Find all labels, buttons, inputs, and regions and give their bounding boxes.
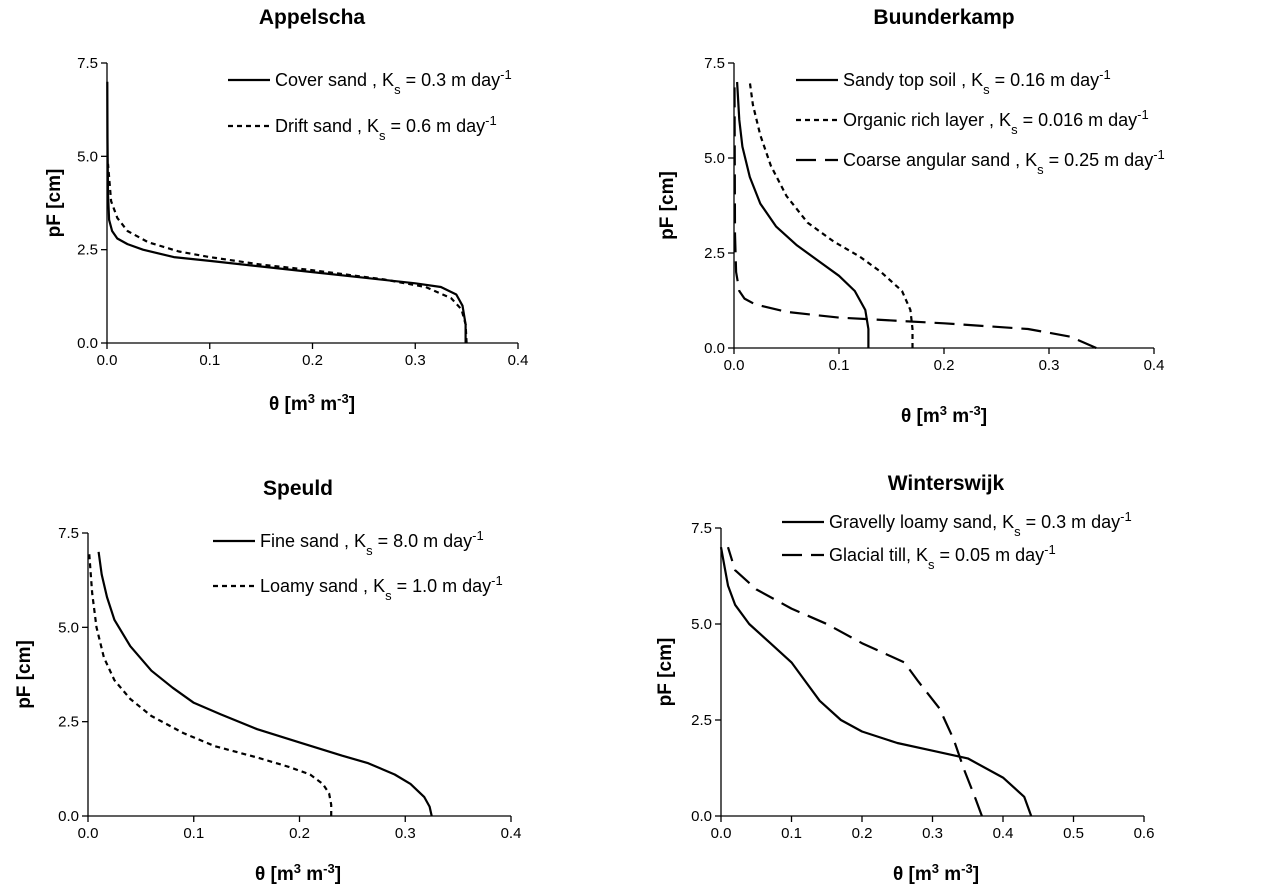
x-tick-label: 0.3 — [395, 825, 416, 842]
y-tick-label: 5.0 — [704, 150, 725, 167]
x-tick-label: 0.6 — [1134, 825, 1155, 842]
y-tick-label: 7.5 — [77, 55, 98, 72]
x-tick-label: 0.1 — [199, 352, 220, 369]
series-line-1 — [97, 551, 433, 817]
y-tick-label: 5.0 — [691, 616, 712, 633]
y-tick-label: 2.5 — [691, 712, 712, 729]
x-axis-label: θ [m3 m-3] — [893, 861, 979, 886]
x-tick-label: 0.2 — [289, 825, 310, 842]
series-line-2 — [106, 163, 468, 344]
panel-appelscha: Appelscha 0.0 0.1 0.2 0.3 0.4 0.0 2.5 5.0 7.5 pF [… — [44, 6, 528, 415]
y-tick-label: 0.0 — [704, 340, 725, 357]
panel-buunderkamp: Buunderkamp 0.0 0.1 0.2 0.3 0.4 0.0 2.5 5.0 7.5 pF… — [657, 6, 1165, 427]
y-tick-label: 7.5 — [691, 520, 712, 537]
x-tick-label: 0.0 — [711, 825, 732, 842]
x-tick-label: 0.2 — [302, 352, 323, 369]
legend-label: Loamy sand , Ks = 1.0 m day-1 — [260, 573, 503, 603]
y-tick-label: 0.0 — [58, 808, 79, 825]
legend-label: Sandy top soil , Ks = 0.16 m day-1 — [843, 67, 1111, 97]
x-tick-label: 0.1 — [183, 825, 204, 842]
x-axis-label: θ [m3 m-3] — [269, 391, 355, 416]
y-axis-label: pF [cm] — [44, 169, 65, 238]
panel-title: Winterswijk — [888, 472, 1005, 495]
x-tick-label: 0.1 — [829, 357, 850, 374]
legend-label: Fine sand , Ks = 8.0 m day-1 — [260, 528, 484, 558]
legend-label: Coarse angular sand , Ks = 0.25 m day-1 — [843, 147, 1165, 177]
x-tick-label: 0.4 — [508, 352, 529, 369]
y-tick-label: 0.0 — [691, 808, 712, 825]
y-tick-label: 7.5 — [704, 55, 725, 72]
x-tick-label: 0.4 — [501, 825, 522, 842]
panel-title: Appelscha — [259, 6, 366, 29]
series-line-1 — [719, 547, 1033, 817]
x-tick-label: 0.2 — [852, 825, 873, 842]
y-tick-label: 2.5 — [704, 245, 725, 262]
y-tick-label: 2.5 — [77, 242, 98, 259]
x-tick-label: 0.1 — [781, 825, 802, 842]
series-line-3 — [733, 81, 1097, 350]
x-tick-label: 0.4 — [993, 825, 1014, 842]
x-tick-label: 0.2 — [934, 357, 955, 374]
x-tick-label: 0.0 — [724, 357, 745, 374]
y-axis-label: pF [cm] — [14, 640, 35, 709]
y-tick-label: 2.5 — [58, 714, 79, 731]
y-axis-label: pF [cm] — [655, 638, 676, 707]
y-tick-label: 5.0 — [58, 619, 79, 636]
panel-winterswijk: Winterswijk 0.0 0.1 0.2 0.3 0.4 0.5 0.6 0.0 2.5 5.… — [655, 472, 1154, 885]
panel-speuld: Speuld 0.0 0.1 0.2 0.3 0.4 0.0 2.5 5.0 7.5 pF [cm]… — [14, 477, 521, 885]
x-axis-label: θ [m3 m-3] — [255, 861, 341, 886]
x-tick-label: 0.5 — [1063, 825, 1084, 842]
series-line-2 — [726, 546, 983, 817]
x-axis-label: θ [m3 m-3] — [901, 403, 987, 428]
panel-title: Buunderkamp — [873, 6, 1014, 29]
x-tick-label: 0.3 — [922, 825, 943, 842]
series-line-2 — [88, 551, 333, 816]
x-tick-label: 0.0 — [78, 825, 99, 842]
x-tick-label: 0.0 — [97, 352, 118, 369]
legend-label: Cover sand , Ks = 0.3 m day-1 — [275, 67, 512, 97]
legend-label: Glacial till, Ks = 0.05 m day-1 — [829, 542, 1056, 572]
x-tick-label: 0.3 — [405, 352, 426, 369]
y-tick-label: 0.0 — [77, 335, 98, 352]
series-line-1 — [106, 81, 467, 343]
x-tick-label: 0.3 — [1039, 357, 1060, 374]
legend-label: Organic rich layer , Ks = 0.016 m day-1 — [843, 107, 1149, 137]
y-axis-label: pF [cm] — [657, 171, 678, 240]
legend-label: Gravelly loamy sand, Ks = 0.3 m day-1 — [829, 509, 1132, 539]
y-tick-label: 5.0 — [77, 148, 98, 165]
series-line-2 — [748, 81, 914, 348]
legend-label: Drift sand , Ks = 0.6 m day-1 — [275, 113, 497, 143]
y-tick-label: 7.5 — [58, 525, 79, 542]
x-tick-label: 0.4 — [1144, 357, 1165, 374]
series-line-1 — [736, 81, 870, 348]
panel-title: Speuld — [263, 477, 333, 500]
